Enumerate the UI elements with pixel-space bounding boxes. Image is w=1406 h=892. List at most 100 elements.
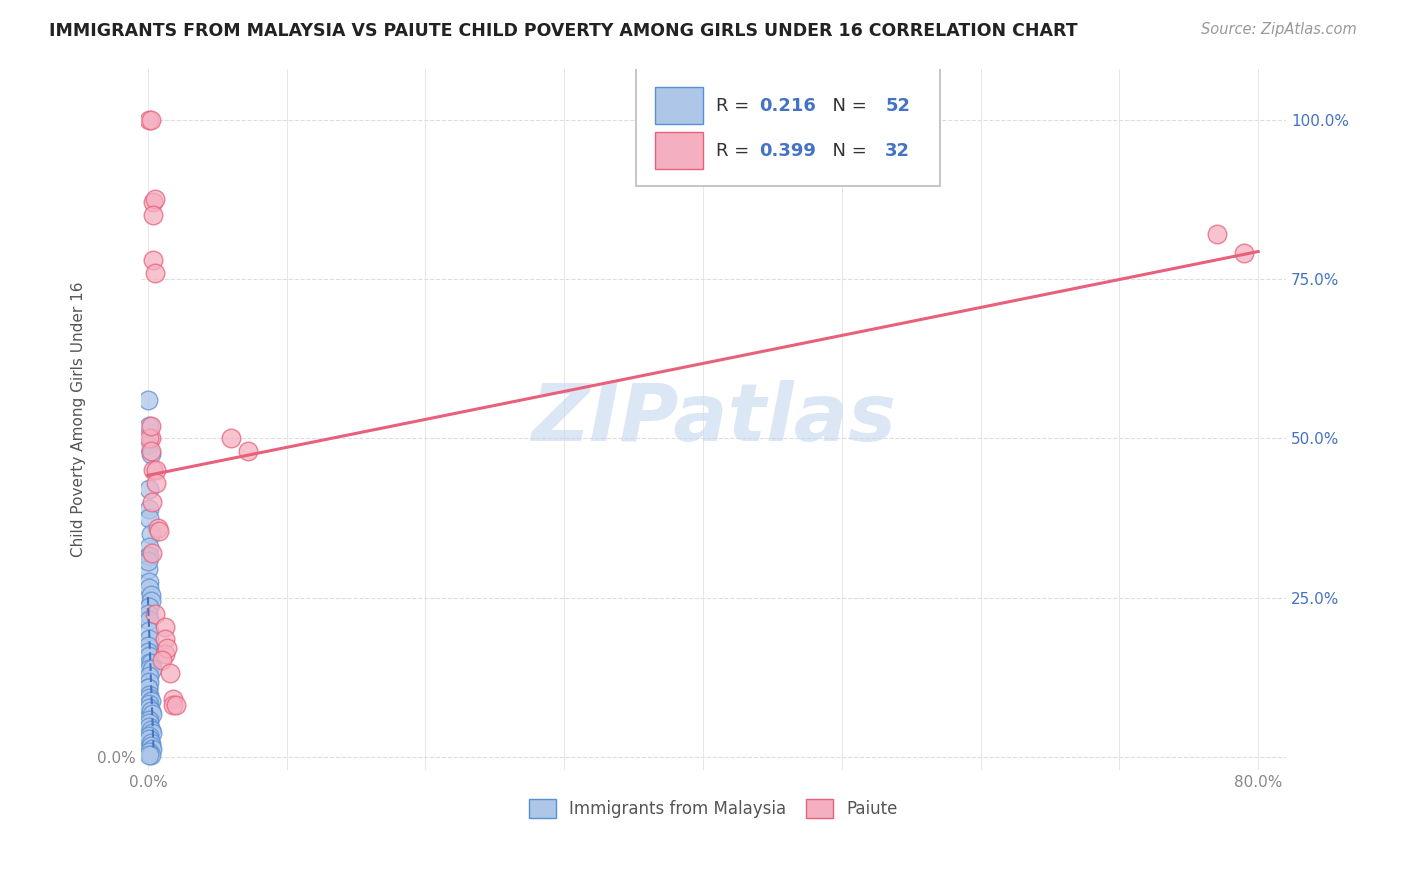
Text: Source: ZipAtlas.com: Source: ZipAtlas.com (1201, 22, 1357, 37)
Point (138, 690, 160, 705)
Point (162, 698, 184, 712)
Point (1205, 227, 1227, 242)
Point (138, 720, 160, 734)
Text: 0.216: 0.216 (759, 96, 815, 115)
Text: 32: 32 (886, 142, 910, 160)
Point (142, 463, 165, 477)
Point (138, 732, 160, 747)
FancyBboxPatch shape (636, 66, 941, 186)
Point (153, 632, 176, 647)
Point (139, 431, 162, 445)
Point (142, 252, 165, 267)
Point (138, 675, 160, 690)
Point (138, 624, 160, 638)
Text: IMMIGRANTS FROM MALAYSIA VS PAIUTE CHILD POVERTY AMONG GIRLS UNDER 16 CORRELATIO: IMMIGRANTS FROM MALAYSIA VS PAIUTE CHILD… (49, 22, 1078, 40)
Text: R =: R = (716, 142, 755, 160)
Point (138, 649, 160, 664)
Point (138, 431, 160, 445)
Point (139, 735, 162, 749)
Point (138, 662, 160, 676)
Point (150, 653, 173, 667)
Point (139, 723, 162, 737)
Point (139, 588, 162, 602)
Point (139, 527, 162, 541)
Point (139, 418, 162, 433)
Legend: Immigrants from Malaysia, Paiute: Immigrants from Malaysia, Paiute (523, 792, 904, 825)
Point (138, 549, 160, 564)
Point (141, 495, 163, 509)
Point (141, 742, 163, 756)
Point (138, 700, 160, 714)
Point (138, 581, 160, 595)
Point (139, 739, 162, 753)
Point (142, 208, 165, 222)
Point (141, 546, 163, 560)
Point (153, 619, 176, 633)
Y-axis label: Child Poverty Among Girls Under 16: Child Poverty Among Girls Under 16 (72, 282, 86, 557)
Point (162, 691, 184, 706)
FancyBboxPatch shape (655, 132, 703, 169)
Point (138, 716, 160, 731)
Point (138, 613, 160, 627)
Point (148, 524, 170, 538)
Point (153, 647, 176, 661)
Point (159, 666, 181, 681)
Point (145, 476, 167, 491)
Point (136, 645, 159, 659)
Point (138, 632, 160, 647)
Point (138, 540, 160, 554)
Point (138, 112, 160, 127)
Point (138, 668, 160, 682)
Point (139, 694, 162, 708)
Point (141, 726, 163, 740)
Point (138, 745, 160, 759)
Point (138, 748, 160, 763)
Text: 52: 52 (886, 96, 910, 115)
Point (136, 607, 159, 621)
Point (139, 112, 162, 127)
Point (143, 607, 166, 621)
Point (139, 594, 162, 608)
Point (139, 444, 162, 458)
Point (156, 640, 179, 655)
Point (136, 393, 159, 408)
Point (142, 195, 165, 210)
Point (136, 438, 159, 452)
Point (138, 656, 160, 670)
Point (138, 483, 160, 497)
Text: N =: N = (821, 142, 873, 160)
FancyBboxPatch shape (655, 87, 703, 124)
Point (138, 501, 160, 516)
Point (143, 266, 166, 280)
Text: 0.399: 0.399 (759, 142, 815, 160)
Point (138, 713, 160, 727)
Point (145, 463, 167, 477)
Text: ZIPatlas: ZIPatlas (531, 380, 896, 458)
Point (136, 562, 159, 576)
Point (139, 656, 162, 670)
Point (219, 431, 242, 445)
Text: N =: N = (821, 96, 873, 115)
Point (141, 662, 163, 676)
Point (138, 688, 160, 702)
Point (136, 639, 159, 653)
Point (136, 681, 159, 696)
Point (138, 600, 160, 615)
Point (165, 698, 187, 712)
Point (138, 729, 160, 743)
Point (138, 698, 160, 712)
Point (139, 704, 162, 718)
Point (138, 574, 160, 589)
Point (236, 444, 259, 458)
Point (138, 418, 160, 433)
Point (139, 748, 162, 763)
Point (146, 521, 169, 535)
Point (139, 447, 162, 461)
Point (136, 681, 159, 696)
Point (136, 554, 159, 568)
Text: R =: R = (716, 96, 755, 115)
Point (138, 511, 160, 525)
Point (1233, 246, 1256, 260)
Point (141, 706, 163, 721)
Point (143, 192, 166, 206)
